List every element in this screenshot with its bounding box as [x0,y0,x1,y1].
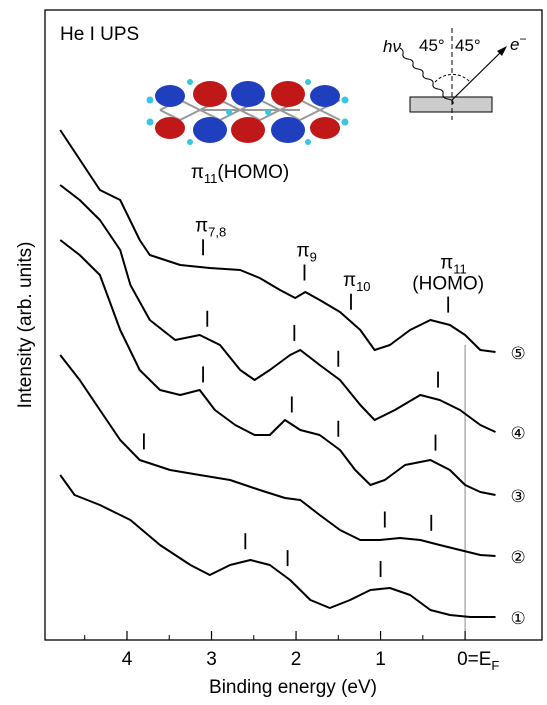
x-axis-label: Binding energy (eV) [209,677,377,698]
molecule-label: π11(HOMO) [191,162,289,186]
peak-label-sub: 9 [310,250,317,265]
angle-out-label: 45° [455,36,481,55]
x-tick-label: 3 [206,649,217,670]
peak-label-sub: 7,8 [208,224,226,239]
x-tick-label: 0=EF [457,649,499,673]
y-axis-label: Intensity (arb. units) [15,242,36,409]
series-label: ① [511,609,526,628]
electron-sup: − [519,32,526,46]
electron-label: e− [510,32,526,54]
series-label: ③ [511,487,526,506]
peak-label-symbol: π [195,215,208,236]
spectrum-line [60,355,495,556]
chart-title: He I UPS [60,24,139,45]
x-tick-label: 4 [122,649,133,670]
series-label: ② [511,548,526,567]
molecule-label-symbol: π [191,162,204,183]
series-label: ⑤ [511,344,526,363]
electron-symbol: e [510,35,519,54]
spectrum-line [60,185,495,432]
molecule-label-suffix: (HOMO) [217,162,289,183]
x-tick-label: 2 [291,649,302,670]
molecule-label-sub: 11 [204,171,218,186]
x-tick-label: 1 [375,649,386,670]
angle-in-label: 45° [419,36,445,55]
page: {"chart_data": { "type": "line", "title"… [0,0,547,700]
geometry-inset: hν 45° 45° e− [383,28,526,120]
peak-label: π9 [296,241,316,265]
peak-label-symbol: π [440,253,453,274]
series-label: ④ [511,424,526,443]
peak-label-line2: (HOMO) [412,274,484,295]
molecule-inset: π11(HOMO) [147,79,349,186]
peak-label-sub: 10 [356,279,370,294]
peak-label: π10 [343,270,371,294]
x-tick-label-main: 0=E [457,649,491,670]
chart: He I UPS Binding energy (eV) Intensity (… [0,0,547,700]
peak-label-symbol: π [343,270,356,291]
x-tick-label-sub: F [491,658,499,673]
peak-label-symbol: π [296,241,309,262]
peak-label: π7,8 [195,215,226,239]
photon-label: hν [383,37,401,56]
